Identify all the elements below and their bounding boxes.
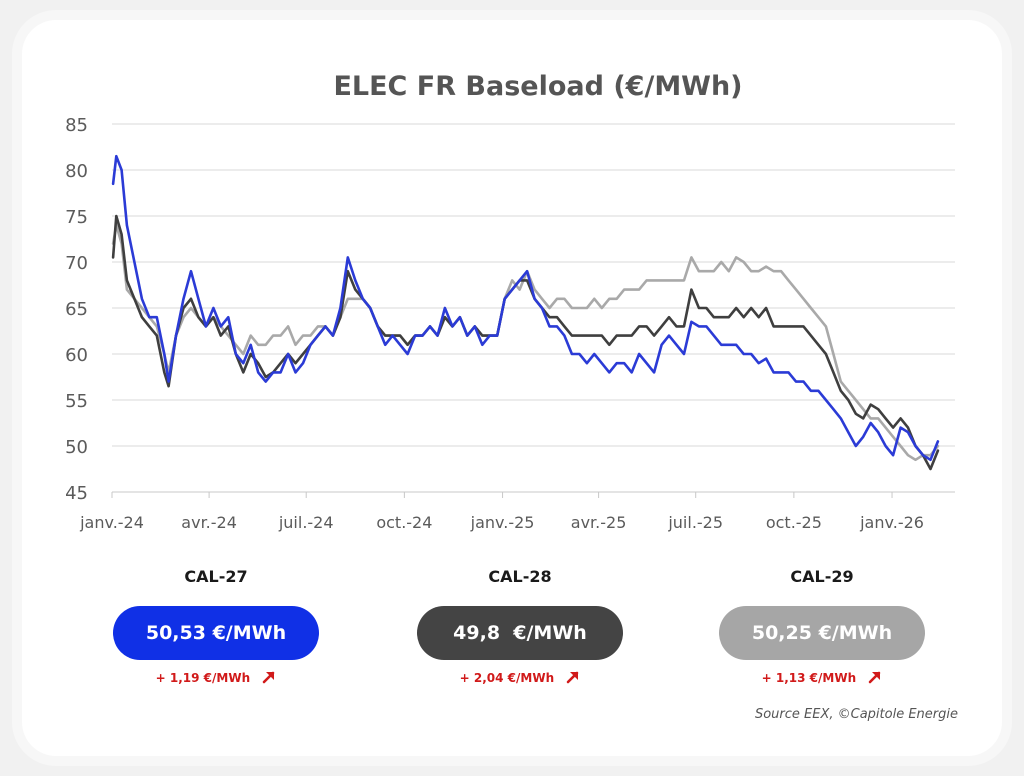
price-change: + 2,04 €/MWh	[417, 668, 623, 688]
change-value: + 1,13 €/MWh	[761, 671, 857, 685]
y-tick-label: 50	[65, 437, 88, 458]
x-tick-label: oct.-25	[766, 513, 822, 532]
price-pill: 50,53 €/MWh	[113, 606, 319, 660]
x-axis: janv.-24 avr.-24 juil.-24 oct.-24 janv.-25 av…	[79, 491, 955, 532]
series-line-0	[111, 154, 940, 462]
y-axis: 45 50 55 60 65 70 75 80 85	[65, 115, 88, 504]
price-change: + 1,13 €/MWh	[719, 668, 925, 688]
y-tick-label: 65	[65, 299, 88, 320]
change-value: + 1,19 €/MWh	[155, 671, 251, 685]
y-tick-label: 45	[65, 483, 88, 504]
x-tick-label: oct.-24	[376, 513, 432, 532]
series-lines	[111, 154, 940, 471]
contract-cal-28: CAL-28 49,8 €/MWh + 2,04 €/MWh	[417, 566, 623, 688]
source-note: Source EEX, ©Capitole Energie	[754, 707, 958, 722]
x-tick-label: janv.-25	[470, 513, 535, 532]
change-value: + 2,04 €/MWh	[459, 671, 555, 685]
price-chart: ELEC FR Baseload (€/MWh) 45 50 55 60 65 70 75 8…	[65, 71, 955, 532]
contract-cal-27: CAL-27 50,53 €/MWh + 1,19 €/MWh	[113, 566, 319, 688]
price-change: + 1,19 €/MWh	[113, 668, 319, 688]
chart-title: ELEC FR Baseload (€/MWh)	[333, 71, 742, 102]
contract-label: CAL-28	[488, 567, 552, 586]
y-tick-label: 70	[65, 253, 88, 274]
series-line-1	[111, 214, 940, 471]
contract-label: CAL-27	[184, 567, 248, 586]
x-tick-label: janv.-26	[859, 513, 924, 532]
x-tick-label: juil.-24	[278, 513, 334, 532]
contract-cal-29: CAL-29 50,25 €/MWh + 1,13 €/MWh	[719, 566, 925, 688]
y-tick-label: 60	[65, 345, 88, 366]
x-tick-label: avr.-25	[571, 513, 627, 532]
contract-label: CAL-29	[790, 567, 854, 586]
x-tick-label: janv.-24	[79, 513, 144, 532]
y-tick-label: 75	[65, 207, 88, 228]
y-tick-label: 85	[65, 115, 88, 136]
price-pill: 49,8 €/MWh	[417, 606, 623, 660]
price-pill: 50,25 €/MWh	[719, 606, 925, 660]
x-tick-label: avr.-24	[181, 513, 237, 532]
arrow-up-right-icon	[567, 671, 579, 684]
y-tick-label: 55	[65, 391, 88, 412]
x-tick-label: juil.-25	[667, 513, 723, 532]
arrow-up-right-icon	[263, 671, 275, 684]
arrow-up-right-icon	[869, 671, 881, 684]
series-line-2	[111, 223, 940, 462]
y-tick-label: 80	[65, 161, 88, 182]
